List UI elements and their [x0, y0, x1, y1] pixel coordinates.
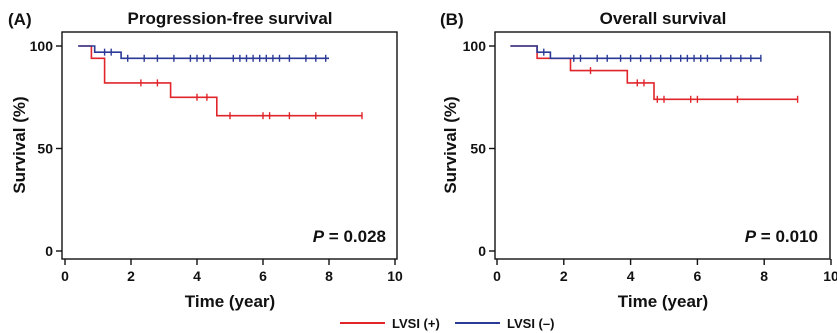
- x-tick-label: 10: [823, 268, 837, 284]
- x-tick-label: 4: [193, 268, 201, 284]
- series-layer: [78, 45, 363, 120]
- survival-curve-lvsi-positive: [78, 45, 362, 117]
- x-tick-label: 10: [387, 268, 403, 284]
- x-axis-label: Time (year): [185, 292, 275, 311]
- x-tick-label: 4: [627, 268, 635, 284]
- panel-b: (B) Overall survival 0 2 4 6 8 10 0 50 100 Time…: [440, 9, 837, 311]
- y-tick-label: 0: [478, 243, 486, 259]
- plot-frame: [494, 31, 831, 260]
- x-tick-label: 0: [493, 268, 501, 284]
- legend-label-lvsi-positive: LVSI (+): [392, 316, 440, 331]
- x-tick-label: 2: [560, 268, 568, 284]
- y-axis: 0 50 100: [30, 38, 62, 259]
- p-value-symbol: P: [313, 227, 325, 246]
- x-tick-label: 8: [325, 268, 333, 284]
- x-tick-label: 6: [259, 268, 267, 284]
- survival-curve-lvsi-negative: [78, 45, 329, 60]
- x-tick-label: 6: [694, 268, 702, 284]
- y-tick-label: 100: [30, 38, 54, 54]
- p-value-text: = 0.028: [324, 227, 386, 246]
- panel-label: (A): [8, 10, 32, 29]
- x-axis-label: Time (year): [618, 292, 708, 311]
- y-axis-label: Survival (%): [441, 96, 460, 193]
- y-tick-label: 100: [463, 38, 487, 54]
- p-value-annotation: P = 0.010: [745, 227, 818, 246]
- y-axis: 0 50 100: [463, 38, 495, 259]
- x-tick-label: 2: [127, 268, 135, 284]
- p-value-symbol: P: [745, 227, 757, 246]
- chart-title: Progression-free survival: [127, 9, 332, 28]
- legend-label-lvsi-negative: LVSI (–): [507, 316, 554, 331]
- series-layer: [510, 45, 799, 103]
- p-value-annotation: P = 0.028: [313, 227, 386, 246]
- panel-label: (B): [440, 10, 464, 29]
- y-tick-label: 50: [470, 141, 486, 157]
- panel-a: (A) Progression-free survival 0 2 4 6 8 10 0 5…: [8, 9, 403, 311]
- x-axis: 0 2 4 6 8 10: [61, 259, 403, 284]
- p-value-text: = 0.010: [756, 227, 818, 246]
- y-axis-label: Survival (%): [10, 96, 29, 193]
- x-tick-label: 0: [61, 268, 69, 284]
- x-tick-label: 8: [760, 268, 768, 284]
- survival-curve-lvsi-positive: [510, 45, 798, 101]
- x-axis: 0 2 4 6 8 10: [493, 259, 837, 284]
- y-tick-label: 0: [45, 243, 53, 259]
- survival-curve-lvsi-negative: [510, 45, 761, 60]
- y-tick-label: 50: [37, 141, 53, 157]
- plot-frame: [61, 31, 398, 260]
- chart-title: Overall survival: [600, 9, 727, 28]
- legend: LVSI (+) LVSI (–): [340, 316, 554, 331]
